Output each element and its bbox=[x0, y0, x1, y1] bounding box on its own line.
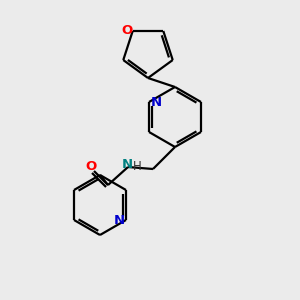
Text: H: H bbox=[133, 160, 141, 172]
Text: N: N bbox=[151, 95, 162, 109]
Text: O: O bbox=[85, 160, 97, 172]
Text: N: N bbox=[122, 158, 133, 172]
Text: N: N bbox=[113, 214, 124, 226]
Text: O: O bbox=[121, 25, 132, 38]
